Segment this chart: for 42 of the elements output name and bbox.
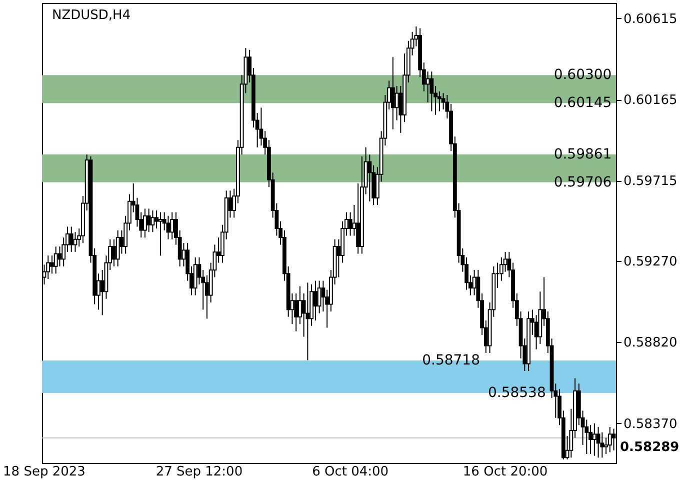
annotation: 0.60145 <box>554 95 612 112</box>
y-tick-label: 0.59715 <box>624 174 678 190</box>
candlestick <box>612 428 616 451</box>
candlestick <box>166 215 170 240</box>
chart-title: NZDUSD,H4 <box>52 8 131 23</box>
annotation: 0.58538 <box>488 385 546 402</box>
candlestick <box>69 226 74 252</box>
y-tick-label: 0.59270 <box>624 254 678 270</box>
candlestick <box>58 246 62 267</box>
y-tick-label: 0.58370 <box>624 416 678 432</box>
candlestick <box>390 56 395 130</box>
annotation: 0.59706 <box>554 174 612 190</box>
candlestick <box>193 256 198 296</box>
candlestick <box>368 154 372 202</box>
x-tick-label: 18 Sep 2023 <box>3 464 86 480</box>
candlestick <box>143 208 147 238</box>
candlestick <box>430 71 434 112</box>
candlestick <box>394 85 399 121</box>
x-tick-label: 6 Oct 04:00 <box>312 464 389 480</box>
annotation: 0.58718 <box>422 352 480 369</box>
annotation: 0.60300 <box>554 67 612 84</box>
y-tick-label: 0.60615 <box>624 12 678 27</box>
x-tick-label: 16 Oct 20:00 <box>462 464 548 480</box>
candlestick <box>306 282 310 361</box>
candlestick <box>150 210 155 233</box>
y-tick-label: 0.60165 <box>624 93 678 108</box>
candlestick <box>146 208 151 233</box>
ref-line-label: 0.58289 <box>620 440 680 455</box>
candlestick <box>596 426 600 458</box>
candlestick <box>608 426 612 453</box>
candlestick <box>112 238 116 267</box>
candlestick <box>170 212 174 240</box>
candlestick <box>50 255 54 274</box>
candlestick <box>54 246 58 274</box>
candlestick <box>592 422 596 456</box>
candlestick <box>313 280 318 321</box>
candlestick <box>116 230 120 267</box>
y-tick-label: 0.58820 <box>624 336 678 351</box>
candlestick <box>356 182 360 254</box>
candlestick <box>294 292 298 332</box>
candlestick <box>158 212 162 256</box>
x-tick-label: 27 Sep 12:00 <box>156 464 243 480</box>
